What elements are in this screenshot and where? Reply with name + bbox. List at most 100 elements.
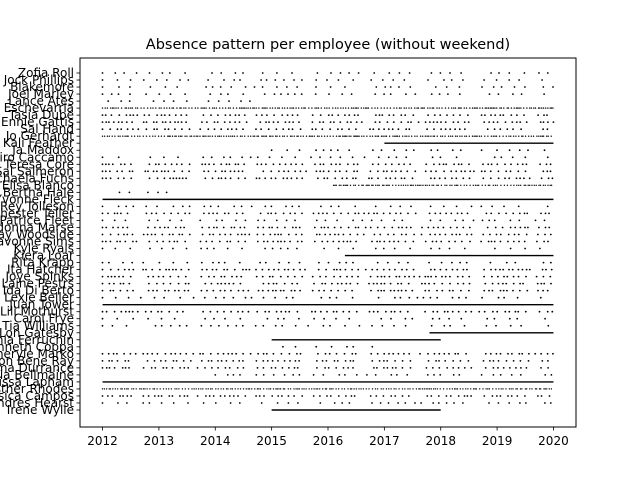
absence-point (123, 177, 125, 180)
absence-point (217, 135, 219, 137)
absence-point (128, 170, 131, 173)
absence-point (264, 310, 267, 313)
y-tick-label: Ida Di Berto (3, 284, 74, 298)
absence-point (162, 367, 165, 369)
absence-point (388, 240, 391, 243)
absence-point (491, 107, 493, 109)
x-tick-label: 2014 (200, 434, 231, 448)
absence-point (140, 107, 142, 109)
absence-point (370, 352, 373, 355)
absence-point (243, 226, 246, 229)
absence-point (291, 114, 294, 116)
absence-point (494, 268, 497, 271)
absence-point (521, 352, 524, 355)
absence-point (490, 135, 492, 137)
absence-point (183, 107, 185, 109)
absence-point (296, 352, 298, 355)
absence-point (324, 282, 327, 285)
absence-point (163, 114, 166, 116)
absence-point (321, 128, 324, 131)
absence-point (113, 310, 116, 313)
absence-point (435, 275, 437, 278)
absence-point (540, 282, 543, 285)
absence-point (459, 135, 461, 137)
absence-point (116, 212, 119, 215)
absence-point (406, 374, 409, 376)
absence-point (526, 388, 528, 390)
absence-point (117, 135, 120, 137)
absence-point (131, 107, 134, 109)
absence-point (163, 100, 165, 102)
absence-point (516, 317, 519, 320)
absence-point (524, 395, 526, 397)
absence-point (415, 388, 418, 390)
absence-point (101, 282, 104, 285)
absence-point (233, 79, 236, 81)
absence-point (365, 107, 367, 109)
employee-row (101, 402, 552, 404)
absence-point (313, 388, 315, 390)
absence-point (167, 289, 170, 292)
absence-point (184, 275, 187, 278)
absence-point (238, 360, 241, 362)
absence-point (457, 395, 460, 397)
absence-point (240, 205, 243, 208)
absence-point (271, 226, 273, 229)
y-tick-label: Jo Gerhardt (5, 129, 74, 143)
absence-point (494, 135, 496, 137)
absence-point (380, 275, 383, 278)
chart-title: Absence pattern per employee (without we… (146, 37, 510, 53)
absence-point (354, 184, 357, 186)
absence-point (377, 184, 379, 186)
absence-point (299, 289, 301, 292)
absence-point (392, 121, 395, 123)
absence-point (371, 240, 373, 243)
absence-point (249, 107, 252, 109)
absence-point (505, 135, 507, 137)
absence-point (229, 233, 232, 236)
absence-point (274, 324, 277, 327)
absence-point (471, 107, 474, 109)
absence-point (219, 233, 221, 236)
absence-point (247, 289, 250, 292)
absence-point (321, 360, 324, 362)
absence-point (491, 282, 494, 285)
absence-point (523, 184, 525, 186)
absence-point (425, 163, 428, 166)
absence-point (235, 107, 238, 109)
absence-point (452, 360, 455, 362)
absence-point (168, 268, 171, 271)
absence-point (428, 261, 430, 264)
absence-point (105, 163, 107, 166)
absence-point (502, 367, 505, 369)
absence-point (490, 72, 492, 74)
absence-point (223, 268, 226, 271)
absence-point (400, 107, 402, 109)
absence-point (516, 388, 518, 390)
absence-point (177, 212, 180, 215)
absence-point (294, 170, 297, 173)
absence-point (105, 310, 108, 313)
absence-point (340, 107, 342, 109)
absence-point (262, 135, 264, 137)
absence-point (525, 275, 527, 278)
absence-point (434, 233, 436, 236)
absence-point (272, 374, 275, 376)
absence-point (468, 289, 470, 292)
absence-point (145, 212, 148, 215)
absence-point (235, 212, 238, 215)
absence-point (403, 352, 405, 355)
absence-point (123, 268, 126, 271)
absence-point (482, 177, 485, 180)
absence-point (202, 388, 204, 390)
absence-point (175, 177, 178, 180)
absence-point (434, 388, 437, 390)
absence-point (419, 388, 421, 390)
absence-point (228, 135, 230, 137)
absence-point (543, 240, 545, 243)
x-tick-label: 2018 (425, 434, 456, 448)
absence-point (107, 275, 109, 278)
absence-point (545, 268, 547, 271)
absence-point (499, 374, 502, 376)
absence-point (403, 107, 405, 109)
